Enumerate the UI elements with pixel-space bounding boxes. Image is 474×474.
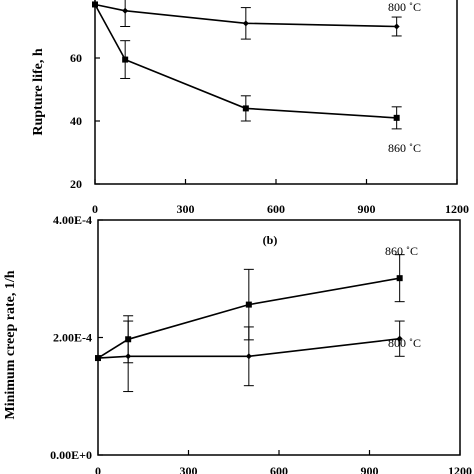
panel-a-square-marker [92, 1, 98, 8]
panel-b-x-tick-label: 600 [270, 464, 288, 474]
panel-b-diamond-marker [95, 355, 101, 362]
panel-b-x-tick-label: 1200 [448, 464, 472, 474]
panel-a-y-tick-label: 80 [70, 0, 82, 2]
panel-b-y-tick-label: 0.00E+0 [50, 448, 92, 462]
panel-a-y-tick-label: 40 [70, 114, 82, 128]
panel-b: 0 300 600 900 1200 0.00E+0 2.00E-4 4.00E-4 860 … [3, 213, 472, 474]
panel-a-square-marker [122, 56, 129, 63]
panel-a-plot-frame [94, 0, 458, 185]
panel-b-label: (b) [263, 233, 278, 247]
panel-a-square-marker [242, 105, 249, 112]
panel-b-series-label: 860 ˚C [385, 244, 418, 258]
panel-a-series-line [94, 4, 397, 119]
panel-a-x-tick-label: 300 [177, 202, 195, 216]
panel-a-x-tick-label: 0 [92, 202, 98, 216]
panel-a-series-line [94, 3, 397, 28]
panel-a: 0 300 600 900 1200 20 40 60 80 800 ˚C 860 ˚C Rupt… [31, 0, 469, 216]
panel-b-y-tick-label: 2.00E-4 [53, 331, 92, 345]
panel-b-diamond-marker [125, 353, 132, 360]
panel-a-diamond-marker [122, 7, 129, 14]
panel-b-series-line [97, 277, 400, 359]
panel-a-diamond-marker [393, 23, 400, 30]
panel-b-y-tick-label: 4.00E-4 [53, 213, 92, 227]
panel-b-diamond-marker [245, 353, 252, 360]
panel-a-x-tick-label: 1200 [445, 202, 469, 216]
panel-b-x-tick-label: 0 [95, 464, 101, 474]
panel-a-series-label: 800 ˚C [388, 0, 421, 14]
panel-a-series-label: 860 ˚C [388, 141, 421, 155]
panel-a-x-tick-label: 600 [267, 202, 285, 216]
panel-a-y-tick-label: 20 [70, 177, 82, 191]
panel-b-x-tick-label: 900 [361, 464, 379, 474]
panel-b-y-axis-title: Minimum creep rate, 1/h [3, 270, 18, 419]
panel-a-diamond-marker [242, 20, 249, 27]
panel-a-square-marker [393, 114, 400, 121]
panel-b-square-marker [245, 301, 252, 308]
panel-a-y-tick-label: 60 [70, 51, 82, 65]
panel-b-series-line [97, 337, 400, 359]
panel-b-x-tick-label: 300 [180, 464, 198, 474]
panel-b-diamond-marker [396, 335, 403, 342]
panel-b-series-label: 800 ˚C [388, 336, 421, 350]
panel-b-square-marker [396, 275, 403, 282]
panel-a-x-tick-label: 900 [358, 202, 376, 216]
panel-a-y-axis-title: Rupture life, h [31, 48, 46, 135]
